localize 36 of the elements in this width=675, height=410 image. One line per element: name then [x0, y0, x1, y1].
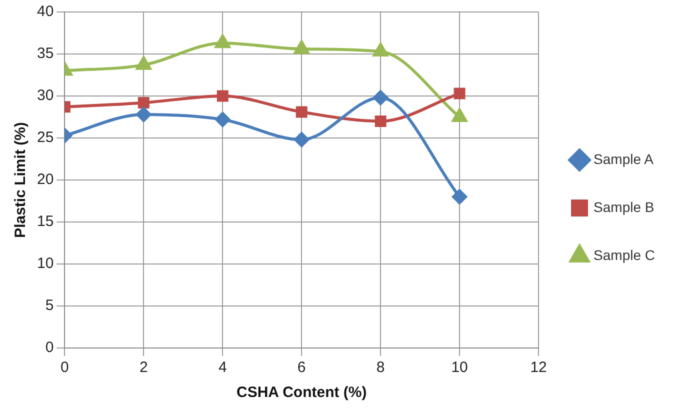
x-tick-label: 6: [297, 359, 306, 376]
x-tick-label: 10: [451, 359, 468, 376]
point: [374, 115, 386, 127]
y-tick-label: 40: [36, 3, 54, 20]
y-tick-label: 15: [36, 213, 54, 230]
point: [454, 88, 466, 100]
point: [136, 106, 152, 122]
x-tick-label: 8: [376, 359, 385, 376]
point: [215, 112, 230, 128]
point: [452, 189, 468, 204]
y-tick-label: 5: [45, 297, 54, 314]
point: [452, 108, 468, 122]
point: [216, 90, 228, 102]
point: [294, 40, 310, 54]
y-axis-title: Plastic Limit (%): [12, 122, 30, 238]
point: [373, 42, 388, 56]
x-tick-label: 4: [218, 359, 227, 376]
x-tick-label: 0: [60, 359, 69, 376]
y-tick-label: 30: [36, 87, 54, 104]
legend-label: Sample C: [594, 246, 655, 263]
point: [138, 96, 150, 108]
x-axis-title: CSHA Content (%): [236, 384, 367, 402]
point: [215, 34, 230, 48]
y-tick-label: 25: [36, 129, 54, 146]
point: [373, 90, 388, 106]
y-tick-label: 10: [36, 255, 54, 272]
point: [136, 56, 152, 70]
point: [296, 106, 308, 118]
y-tick-label: 0: [45, 339, 54, 356]
legend-label: Sample B: [594, 198, 654, 215]
y-tick-label: 35: [36, 45, 54, 62]
point: [294, 132, 310, 148]
y-tick-label: 20: [36, 171, 54, 188]
legend-label: Sample A: [594, 150, 654, 167]
x-tick-label: 2: [139, 359, 148, 376]
x-tick-label: 12: [530, 359, 547, 376]
